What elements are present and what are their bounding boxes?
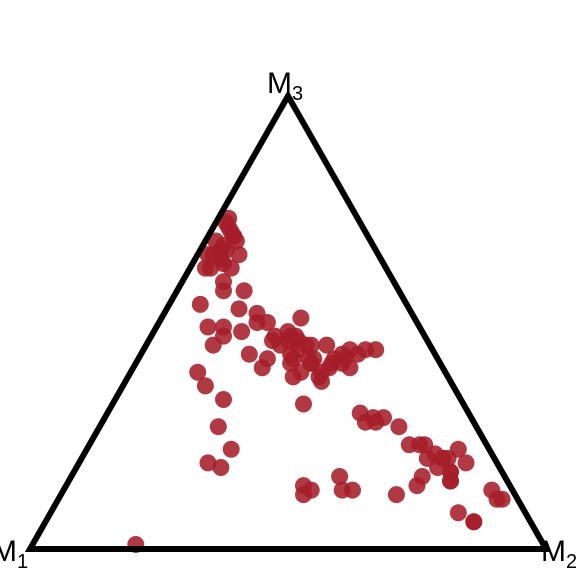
data-point: [199, 318, 217, 336]
data-point: [449, 504, 467, 522]
data-point: [264, 332, 281, 350]
data-point: [295, 395, 312, 413]
vertex-label-m3: M3: [267, 67, 303, 105]
data-point: [215, 282, 232, 300]
points-layer: [127, 209, 511, 553]
data-point: [220, 209, 238, 227]
data-point: [189, 363, 207, 381]
data-point: [204, 336, 222, 354]
data-point: [429, 459, 447, 476]
data-point: [212, 459, 230, 476]
triangle-frame: [24, 89, 552, 552]
data-point: [253, 359, 271, 377]
data-point: [199, 454, 217, 472]
data-point: [341, 359, 359, 377]
data-point: [196, 377, 214, 395]
data-point: [196, 259, 214, 277]
data-point: [295, 486, 312, 504]
data-point: [318, 336, 336, 354]
data-point: [292, 309, 310, 327]
data-point: [367, 341, 385, 359]
data-point: [287, 327, 305, 345]
data-point: [493, 490, 511, 508]
data-point: [375, 409, 392, 427]
data-point: [204, 246, 222, 264]
data-point: [408, 477, 426, 495]
data-point: [416, 436, 434, 454]
data-point: [215, 318, 232, 336]
data-point: [230, 246, 248, 264]
vertex-label-m1: M1: [0, 535, 28, 573]
data-point: [282, 345, 300, 363]
data-point: [390, 418, 408, 436]
data-point: [235, 282, 253, 300]
data-point: [240, 345, 258, 363]
data-point: [191, 295, 209, 313]
data-point: [233, 323, 251, 341]
data-point: [465, 513, 483, 531]
data-point: [457, 454, 475, 472]
data-point: [442, 472, 459, 490]
data-point: [333, 481, 351, 499]
data-point: [331, 468, 349, 485]
data-point: [230, 300, 248, 318]
data-point: [209, 418, 227, 436]
data-point: [222, 440, 240, 458]
vertex-label-m2: M2: [541, 535, 576, 573]
data-point: [313, 363, 330, 381]
data-point: [215, 391, 232, 408]
data-point: [258, 314, 276, 331]
data-point: [387, 486, 405, 504]
